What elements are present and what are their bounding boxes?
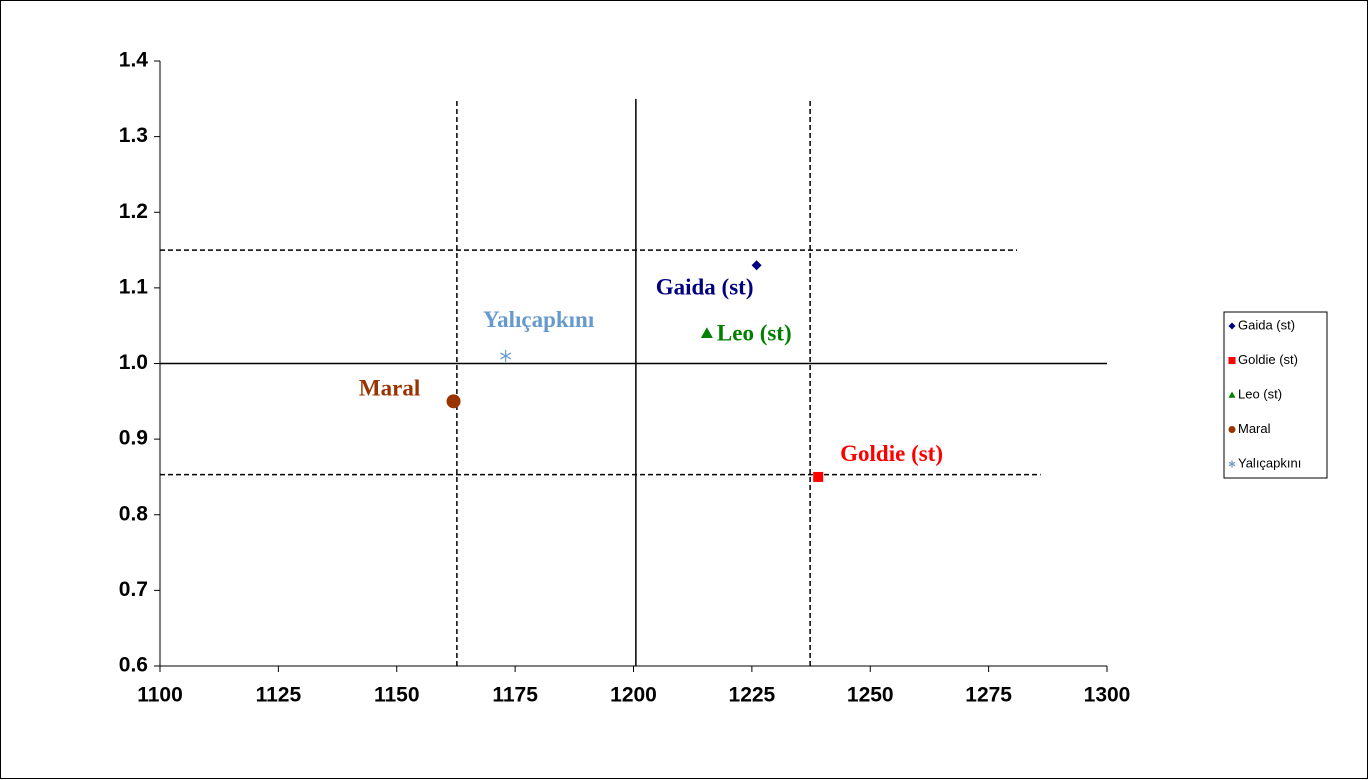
- marker-stroke: [1228, 461, 1236, 467]
- marker: [700, 327, 713, 339]
- legend-label: Goldie (st): [1238, 352, 1298, 367]
- legend-label: Gaida (st): [1238, 317, 1295, 332]
- x-tick-label: 1100: [137, 684, 183, 707]
- marker-stroke: [500, 352, 512, 360]
- marker: [751, 260, 762, 271]
- y-tick-label: 1.3: [119, 124, 148, 147]
- x-tick-label: 1300: [1084, 684, 1131, 707]
- data-label: Gaida (st): [656, 274, 754, 299]
- y-tick-label: 0.8: [119, 502, 149, 525]
- marker: [1228, 391, 1236, 398]
- x-tick-label: 1125: [256, 684, 302, 707]
- y-tick-label: 0.7: [119, 578, 148, 601]
- marker: [500, 349, 512, 362]
- legend-box: [1223, 311, 1328, 479]
- y-tick-label: 1.0: [119, 351, 148, 374]
- legend-label: Yalıçapkını: [1238, 455, 1301, 470]
- y-tick-label: 1.4: [119, 49, 149, 72]
- y-tick-label: 1.1: [119, 275, 149, 298]
- marker: [813, 471, 824, 482]
- x-tick-label: 1150: [374, 684, 420, 707]
- x-tick-label: 1275: [965, 684, 1012, 707]
- marker: [1228, 460, 1236, 468]
- x-tick-label: 1200: [610, 684, 657, 707]
- marker: [1228, 357, 1236, 364]
- data-label: Leo (st): [717, 321, 792, 346]
- data-label: Goldie (st): [840, 441, 943, 466]
- legend-label: Leo (st): [1238, 386, 1282, 401]
- legend-label: Maral: [1238, 421, 1271, 436]
- x-tick-label: 1225: [729, 684, 776, 707]
- marker: [446, 394, 461, 409]
- x-tick-label: 1175: [492, 684, 538, 707]
- y-tick-label: 0.9: [119, 427, 148, 450]
- marker: [1228, 426, 1236, 433]
- y-tick-label: 1.2: [119, 200, 148, 223]
- data-label: Yalıçapkını: [483, 307, 595, 332]
- y-tick-label: 0.6: [119, 654, 148, 677]
- x-tick-label: 1250: [847, 684, 894, 707]
- data-label: Maral: [359, 376, 420, 401]
- marker: [1228, 322, 1236, 330]
